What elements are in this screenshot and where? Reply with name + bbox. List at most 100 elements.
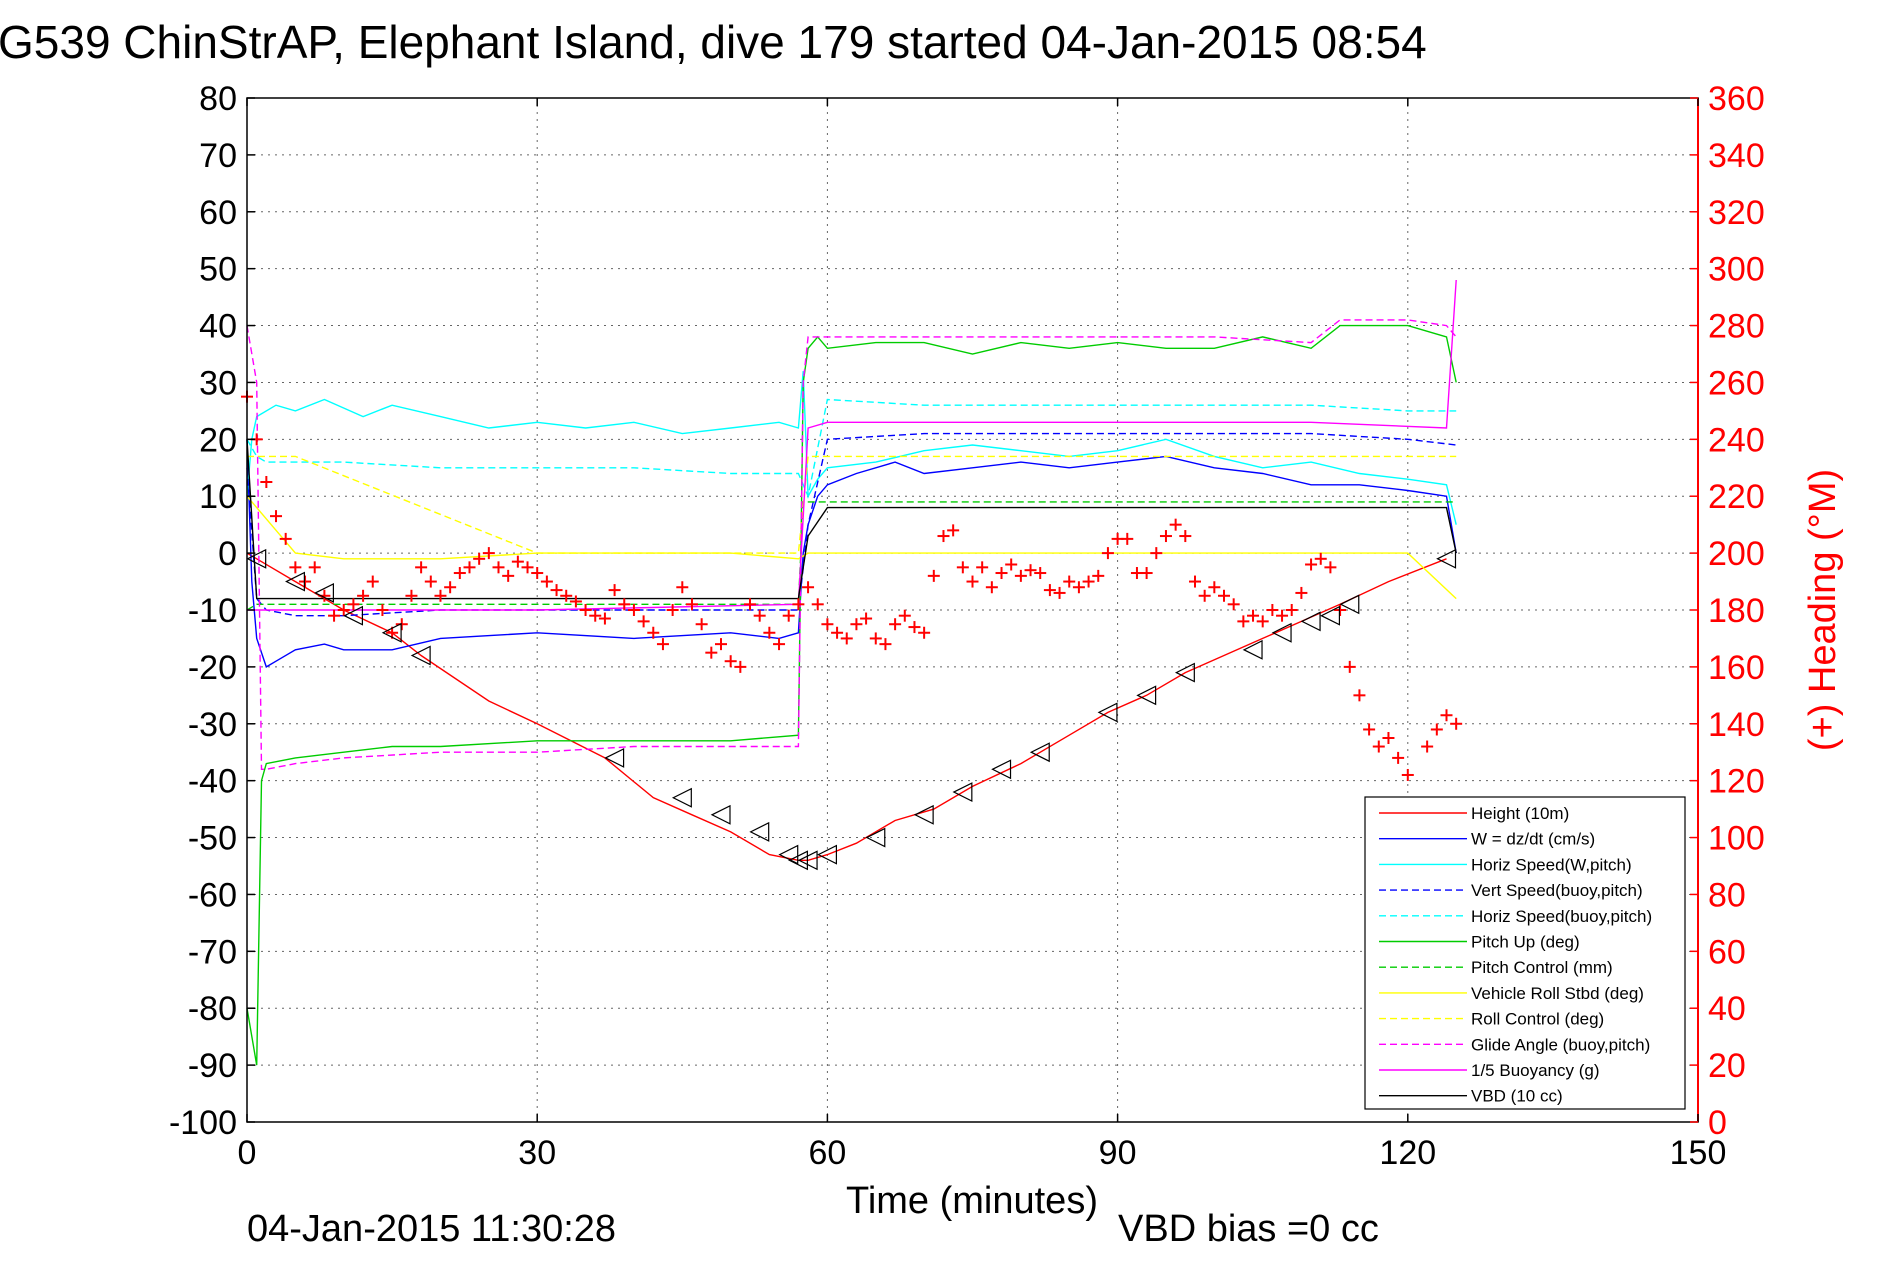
right-tick-label: 120 [1708,763,1765,801]
heading-point [802,581,815,594]
heading-point [666,604,679,616]
heading-point [734,660,747,673]
heading-point [811,598,824,611]
y-tick-label: 0 [218,535,237,573]
heading-point [927,569,940,582]
heading-point [1218,589,1231,602]
heading-point [840,632,853,645]
heading-point [676,581,689,594]
legend-entry: Vehicle Roll Stbd (deg) [1379,984,1644,1003]
legend-entry: Pitch Up (deg) [1379,933,1580,952]
heading-point [956,561,969,574]
y-tick-label: 50 [199,251,237,289]
heading-point [782,609,795,622]
heading-point [1305,558,1318,571]
series-line-5 [246,324,1457,1066]
series-line-9 [246,319,1457,770]
heading-point [1121,532,1134,545]
y-tick-label: 30 [199,364,237,402]
heading-point [473,552,486,565]
vbd-marker [1320,605,1341,626]
heading-point [1082,575,1095,588]
y-tick-label: -90 [188,1047,237,1085]
legend-label: VBD (10 cc) [1471,1087,1563,1106]
heading-point [444,581,457,594]
right-tick-label: 220 [1708,478,1765,516]
legend-entry: Glide Angle (buoy,pitch) [1379,1035,1650,1054]
series-line-8 [247,455,1457,554]
legend-label: Pitch Control (mm) [1471,958,1613,977]
heading-point [1334,604,1347,616]
legend-entry: Height (10m) [1379,804,1569,823]
heading-point [1430,723,1443,736]
heading-point [1140,567,1153,580]
heading-point [792,598,805,611]
y-tick-label: 20 [199,421,237,459]
vbd-marker [1300,611,1321,632]
heading-point [1053,586,1066,599]
legend-label: Height (10m) [1471,804,1569,823]
legend-entry: W = dz/dt (cm/s) [1379,830,1595,849]
legend-label: Glide Angle (buoy,pitch) [1471,1035,1650,1054]
heading-point [337,604,350,616]
vbd-marker [865,827,886,848]
heading-point [966,575,979,588]
vbd-marker [788,850,808,871]
heading-layer [241,390,1463,821]
heading-point [860,612,873,625]
vbd-marker [817,844,838,865]
right-tick-label: 180 [1708,592,1765,630]
series-line-1 [246,439,1457,668]
legend-label: 1/5 Buoyancy (g) [1471,1061,1600,1080]
vbd-marker [1436,548,1457,569]
heading-point [1198,589,1211,602]
y-tick-label: -10 [188,592,237,630]
heading-point [1237,615,1250,628]
heading-point [560,589,573,602]
heading-point [589,609,602,622]
vbd-marker [1242,639,1263,660]
series-layer [246,279,1457,1066]
heading-point [898,609,911,622]
heading-point [1256,615,1269,628]
right-tick-label: 280 [1708,308,1765,346]
right-tick-label: 240 [1708,421,1765,459]
vbd-marker [1271,622,1292,643]
heading-point [1343,660,1356,673]
vbd-marker [749,821,770,842]
legend-entry: 1/5 Buoyancy (g) [1379,1061,1600,1080]
heading-point [357,589,370,602]
heading-point [685,598,698,611]
heading-point [1043,584,1056,597]
x-tick-label: 0 [238,1134,257,1172]
heading-point [831,626,844,639]
vbd-marker [381,622,402,643]
heading-point [918,626,931,639]
y-tick-label: -70 [188,933,237,971]
heading-point [424,575,437,588]
legend-label: Horiz Speed(buoy,pitch) [1471,907,1652,926]
heading-point [1314,552,1327,565]
heading-point [1227,598,1240,611]
y-tick-label: -40 [188,763,237,801]
vbd-marker [778,844,799,865]
right-axis-ticks: 3603403203002802602402202001801601401201… [1690,80,1765,1142]
heading-point [328,609,341,622]
right-tick-label: 40 [1708,990,1746,1028]
heading-point [308,561,321,574]
heading-point [1382,732,1395,744]
legend-label: Pitch Up (deg) [1471,933,1580,952]
heading-point [1266,604,1279,616]
heading-point [1179,530,1192,543]
vbd-marker [1029,742,1050,763]
heading-point [279,532,292,545]
heading-point [550,584,563,597]
vbd-marker [343,605,364,626]
y-tick-label: -60 [188,876,237,914]
legend-entry: Pitch Control (mm) [1379,958,1613,977]
heading-point [531,567,544,580]
x-axis-ticks: 0 30 60 90 120 150 [238,98,1726,1172]
heading-point [1440,709,1453,722]
heading-point [569,595,582,608]
heading-point [1363,723,1376,736]
